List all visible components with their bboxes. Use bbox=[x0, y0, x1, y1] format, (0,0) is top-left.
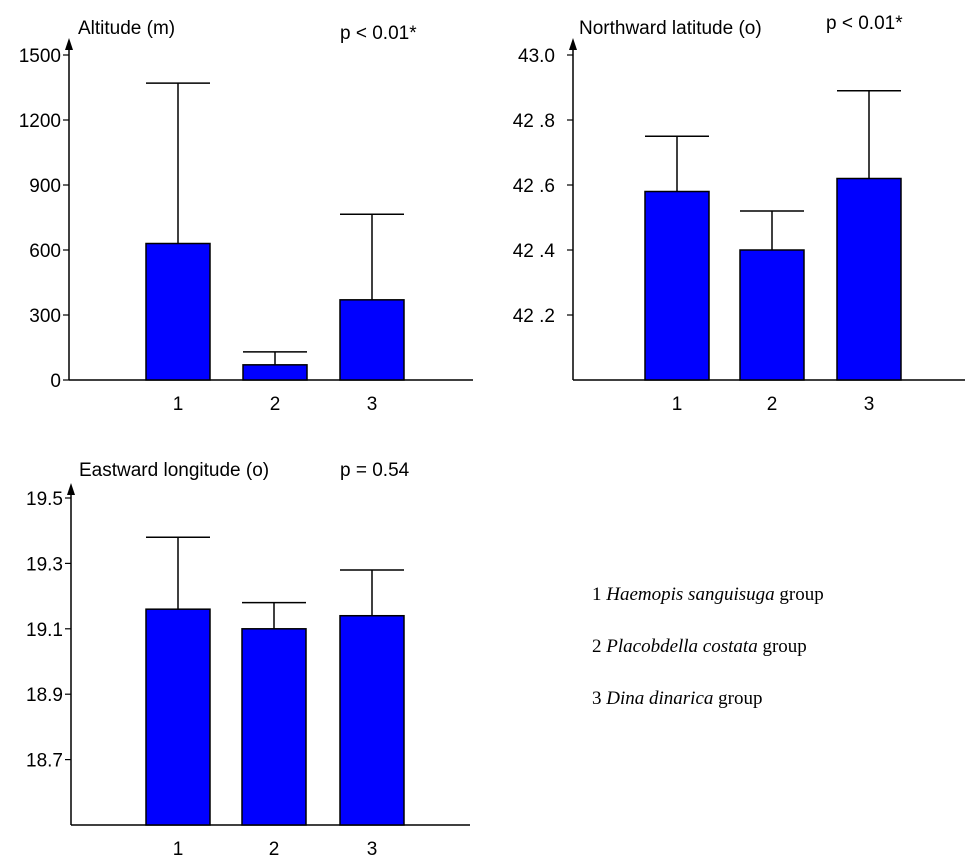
x-tick-label: 1 bbox=[173, 839, 184, 855]
bar bbox=[339, 299, 405, 381]
y-tick-label: 42 .2 bbox=[513, 306, 555, 327]
bar bbox=[145, 242, 211, 381]
longitude-panel: 18.7 18.9 19.1 19.3 19.5 1 2 3 Eastward longitud… bbox=[26, 460, 470, 855]
x-tick-label: 2 bbox=[767, 394, 778, 415]
x-tick-label: 2 bbox=[269, 839, 280, 855]
bar bbox=[836, 177, 902, 381]
p-value-annotation: p < 0.01* bbox=[340, 23, 417, 44]
x-tick-label: 3 bbox=[367, 394, 378, 415]
x-tick-label: 1 bbox=[672, 394, 683, 415]
y-tick-label: 0 bbox=[50, 371, 61, 392]
legend-item-1: 1 Haemopis sanguisuga group bbox=[592, 584, 824, 605]
y-tick-label: 42 .6 bbox=[513, 176, 555, 197]
y-axis-label: Altitude (m) bbox=[78, 18, 175, 39]
y-tick-label: 42 .8 bbox=[513, 111, 555, 132]
x-tick-label: 3 bbox=[864, 394, 875, 415]
y-tick-label: 19.3 bbox=[26, 554, 63, 575]
x-tick-label: 3 bbox=[367, 839, 378, 855]
y-tick-label: 1500 bbox=[19, 46, 61, 67]
p-value-annotation: p = 0.54 bbox=[340, 460, 410, 481]
y-tick-label: 600 bbox=[29, 241, 61, 262]
x-tick-label: 2 bbox=[270, 394, 281, 415]
bar bbox=[241, 628, 307, 826]
bar bbox=[145, 608, 211, 826]
bar bbox=[339, 614, 405, 826]
altitude-panel: 0 300 600 900 1200 1500 1 2 3 Altitude (m) p < 0.0… bbox=[19, 18, 473, 415]
legend-item-3: 3 Dina dinarica group bbox=[592, 688, 762, 709]
y-tick-label: 300 bbox=[29, 306, 61, 327]
y-tick-label: 900 bbox=[29, 176, 61, 197]
p-value-annotation: p < 0.01* bbox=[826, 13, 903, 34]
y-tick-label: 18.9 bbox=[26, 685, 63, 706]
bar bbox=[242, 364, 308, 381]
latitude-panel: 42 .2 42 .4 42 .6 42 .8 43.0 1 2 3 Northward lat… bbox=[513, 13, 965, 415]
y-tick-label: 42 .4 bbox=[513, 241, 556, 262]
y-tick-label: 43.0 bbox=[518, 46, 555, 67]
y-tick-label: 19.5 bbox=[26, 489, 63, 510]
y-tick-label: 1200 bbox=[19, 111, 61, 132]
y-tick-label: 19.1 bbox=[26, 620, 63, 641]
legend: 1 Haemopis sanguisuga group 2 Placobdell… bbox=[592, 584, 824, 709]
y-axis-label: Northward latitude (o) bbox=[579, 18, 762, 39]
y-axis-label: Eastward longitude (o) bbox=[79, 460, 269, 481]
x-tick-label: 1 bbox=[173, 394, 184, 415]
y-axis-arrow bbox=[67, 483, 75, 495]
y-axis-arrow bbox=[65, 38, 73, 50]
bar bbox=[739, 249, 805, 381]
legend-item-2: 2 Placobdella costata group bbox=[592, 636, 807, 657]
bar bbox=[644, 190, 710, 381]
y-axis-arrow bbox=[569, 38, 577, 50]
y-tick-label: 18.7 bbox=[26, 751, 63, 772]
